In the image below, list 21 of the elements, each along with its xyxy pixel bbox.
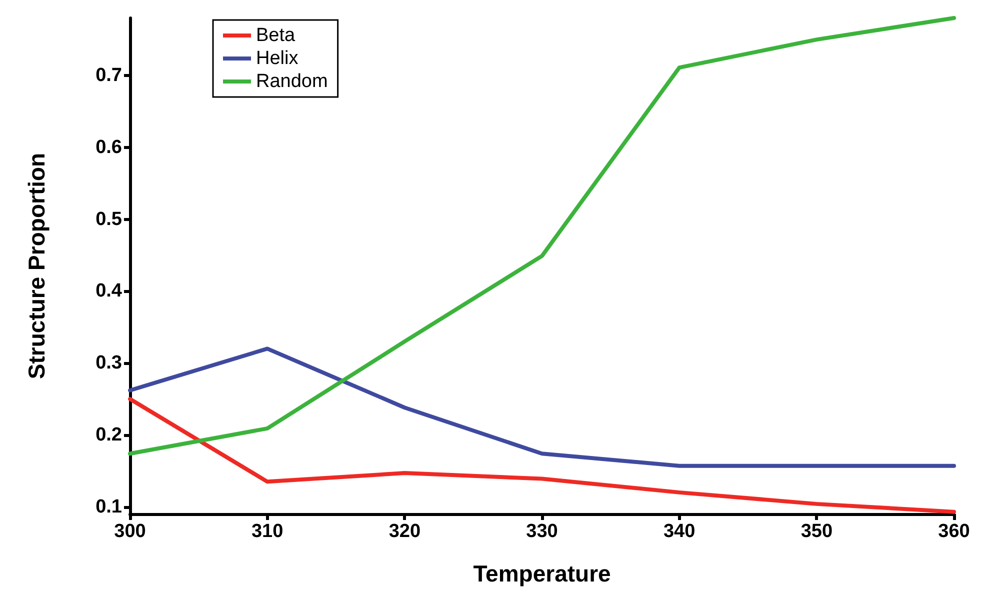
y-tick-label: 0.4 (96, 280, 122, 302)
x-tick-label: 320 (388, 521, 421, 542)
y-tick-label: 0.5 (96, 208, 122, 230)
x-tick-label: 360 (938, 521, 970, 542)
y-tick-label: 0.2 (96, 424, 122, 446)
y-tick-label: 0.3 (96, 352, 122, 374)
y-tick-label: 0.7 (96, 65, 122, 86)
x-tick-label: 330 (526, 521, 558, 542)
y-tick-label: 0.6 (96, 136, 122, 158)
x-axis-title: Temperature (473, 560, 611, 586)
line-series (128, 16, 956, 456)
x-tick-label: 300 (114, 521, 146, 542)
x-tick-label: 350 (800, 521, 833, 542)
legend-label: Beta (256, 25, 296, 46)
x-tick-label: 310 (251, 521, 284, 542)
legend-label: Helix (256, 48, 299, 69)
x-tick-label: 340 (663, 521, 696, 542)
y-tick-label: 0.1 (96, 496, 122, 518)
y-axis-title: Structure Proportion (24, 152, 50, 380)
line-series (128, 346, 956, 468)
legend-label: Random (256, 71, 328, 92)
